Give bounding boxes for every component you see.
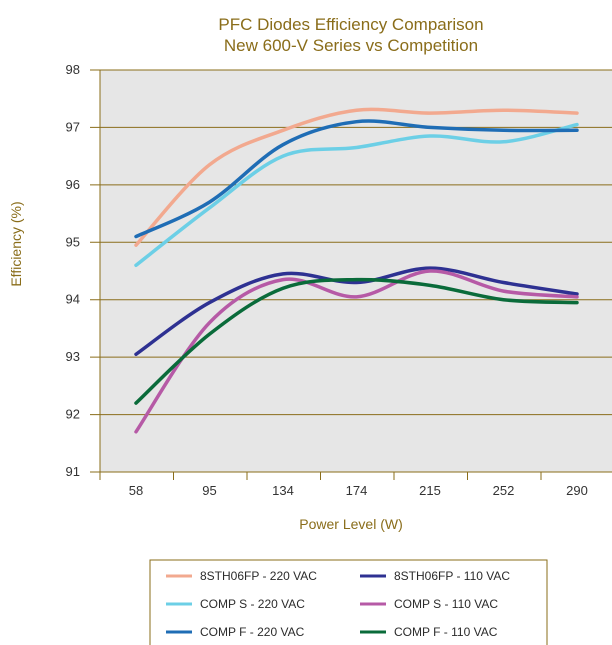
- y-tick-label: 95: [66, 234, 80, 249]
- legend-label: 8STH06FP - 220 VAC: [200, 569, 317, 583]
- y-tick-label: 96: [66, 177, 80, 192]
- x-axis-title: Power Level (W): [299, 516, 402, 532]
- y-axis-title: Efficiency (%): [8, 201, 24, 286]
- chart-subtitle: New 600-V Series vs Competition: [224, 36, 478, 55]
- series-line-3: [134, 122, 579, 268]
- x-axis-ticks: 58 95 134 174 215 252 290: [99, 472, 588, 498]
- x-tick-label: 174: [346, 483, 368, 498]
- y-tick-label: 97: [66, 119, 80, 134]
- legend-label: COMP F - 220 VAC: [200, 625, 305, 639]
- series-line-6: [134, 277, 579, 405]
- y-tick-label: 92: [66, 407, 80, 422]
- x-tick-label: 58: [129, 483, 143, 498]
- legend-label: COMP S - 220 VAC: [200, 597, 305, 611]
- x-tick-label: 252: [493, 483, 515, 498]
- series-line-4: [134, 269, 579, 434]
- x-tick-label: 95: [202, 483, 216, 498]
- x-tick-label: 134: [272, 483, 294, 498]
- x-tick-label: 215: [419, 483, 441, 498]
- y-tick-label: 93: [66, 349, 80, 364]
- series-line-5: [134, 119, 579, 239]
- chart-title: PFC Diodes Efficiency Comparison: [218, 15, 483, 34]
- x-tick-label: 290: [566, 483, 588, 498]
- legend: 8STH06FP - 220 VAC 8STH06FP - 110 VAC COMP…: [149, 559, 548, 645]
- series-line-2: [134, 266, 579, 357]
- legend-label: COMP F - 110 VAC: [394, 625, 498, 639]
- y-tick-label: 91: [66, 464, 80, 479]
- series-line-1: [134, 107, 579, 247]
- legend-label: COMP S - 110 VAC: [394, 597, 498, 611]
- y-axis-ticks: 91 92 93 94 95 96 97 98: [66, 62, 80, 479]
- y-tick-label: 94: [66, 292, 80, 307]
- legend-box: [149, 559, 548, 645]
- legend-label: 8STH06FP - 110 VAC: [394, 569, 510, 583]
- y-tick-label: 98: [66, 62, 80, 77]
- gridlines: [90, 69, 612, 480]
- series-lines: [134, 107, 579, 434]
